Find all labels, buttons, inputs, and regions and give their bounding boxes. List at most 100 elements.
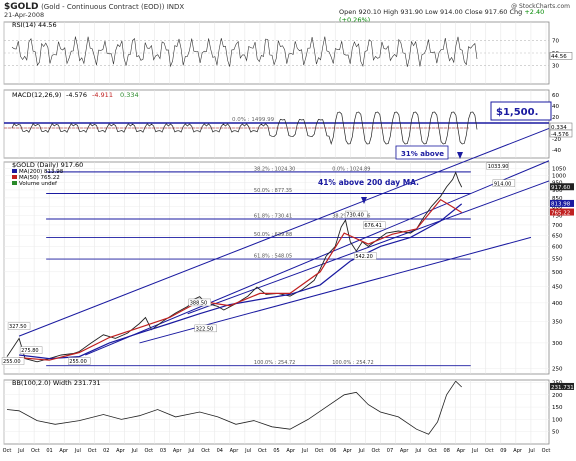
fib-label: 50.0% : 639.88 [254, 232, 292, 238]
x-axis-tick: Jul [301, 448, 308, 454]
price-label: 676.41 [364, 223, 382, 229]
close-value: 917.60 [484, 8, 508, 16]
macd-fib-label: 0.0% : 1499.99 [232, 117, 275, 123]
price-label: 255.00 [69, 359, 87, 365]
macd-value-box-text: -4.576 [551, 132, 569, 138]
low-value: 914.00 [440, 8, 463, 16]
x-axis-tick: Oct [315, 448, 324, 454]
price-label-box [492, 179, 516, 187]
x-axis-tick: Oct [428, 448, 437, 454]
bb-panel [3, 379, 550, 445]
x-axis-tick: Oct [88, 448, 97, 454]
price-label: 327.50 [9, 324, 27, 330]
x-axis-tick: 02 [103, 448, 109, 454]
x-axis-tick: Jul [17, 448, 24, 454]
x-axis-tick: Apr [286, 448, 296, 454]
price-panel-label: $GOLD (Daily) 917.60 [12, 161, 83, 169]
x-axis-tick: Oct [258, 448, 267, 454]
ma50-line [19, 198, 463, 361]
price-label: 914.00 [494, 181, 512, 187]
fib-label: 61.8% : 730.41 [254, 214, 292, 220]
x-axis-tick: Apr [513, 448, 523, 454]
arrow-down-icon [361, 197, 367, 204]
x-axis-tick: 03 [160, 448, 166, 454]
x-axis-tick: Jul [471, 448, 478, 454]
macd-axis-tick: -20 [552, 137, 561, 143]
price-label: 1033.90 [488, 164, 509, 170]
arrow-down-icon [457, 152, 463, 159]
bb-axis-tick: 200 [552, 393, 563, 399]
macd-value: -4.576 [66, 91, 87, 99]
x-axis-tick: Jul [244, 448, 251, 454]
x-axis-tick: Jul [187, 448, 194, 454]
price-label-box [345, 210, 368, 219]
price-axis-tick: 750 [552, 213, 563, 219]
x-axis-tick: 01 [46, 448, 52, 454]
x-axis-tick: 08 [444, 448, 450, 454]
price-line [6, 171, 463, 363]
x-axis-tick: Oct [145, 448, 154, 454]
price-axis-tick: 400 [552, 301, 563, 307]
macd-axis-tick: 60 [552, 93, 559, 99]
trend-channel-line [18, 127, 550, 337]
price-axis-tick: 300 [552, 341, 563, 347]
target-callout: $1,500. [496, 107, 538, 118]
price-label-box [354, 252, 377, 260]
x-axis-tick: Jul [74, 448, 81, 454]
rsi-value-box-text: 44.56 [551, 54, 567, 60]
bb-width-line [6, 380, 462, 435]
instrument-name: (Gold - Continuous Contract (EOD)) INDX [41, 3, 185, 11]
above31-box [395, 145, 449, 160]
x-axis-tick: 09 [500, 448, 506, 454]
rsi-value-box [549, 52, 573, 60]
legend-entry: Volume undef [19, 181, 58, 187]
legend-entry: MA(200) 813.98 [19, 169, 64, 175]
x-axis-tick: Apr [457, 448, 467, 454]
price-label-box [188, 298, 211, 307]
price-value-box-text: 813.98 [551, 202, 571, 208]
price-label: 388.50 [190, 300, 208, 306]
price-label: 275.80 [21, 348, 39, 354]
x-axis-tick: Oct [3, 448, 12, 454]
chg-value: +2.40 (+0.26%) [339, 8, 545, 24]
price-axis-tick: 850 [552, 196, 563, 202]
target-callout-box [490, 101, 552, 121]
price-label: 322.50 [196, 326, 214, 332]
macd-value-box-text: 0.334 [551, 125, 567, 131]
x-axis-tick: 06 [330, 448, 336, 454]
x-axis-tick: Jul [358, 448, 365, 454]
rsi-axis-tick: 70 [552, 39, 559, 45]
price-axis-tick: 1050 [552, 166, 566, 172]
rsi-label: RSI(14) 44.56 [12, 21, 57, 29]
macd-line [11, 111, 478, 146]
price-label-box [19, 346, 43, 354]
fib-label: 100.0% : 254.72 [332, 360, 373, 366]
x-axis-tick: Jul [528, 448, 535, 454]
x-axis-tick: Apr [343, 448, 353, 454]
macd-axis-tick: 40 [552, 104, 559, 110]
fib-label: 38.2% : 1024.30 [254, 166, 295, 172]
bb-axis-tick: 100 [552, 417, 563, 423]
price-axis-tick: 250 [552, 366, 563, 372]
low-label: Low [425, 8, 438, 16]
trend-channel-line [85, 160, 550, 356]
open-value: 920.10 [358, 8, 382, 16]
x-axis-tick: Apr [173, 448, 183, 454]
price-value-box-text: 917.60 [551, 185, 571, 191]
macd-signal-value: -4.911 [92, 91, 113, 99]
ma200-line [19, 203, 463, 360]
price-axis-tick: 700 [552, 223, 563, 229]
macd-label-main: MACD(12,26,9) [12, 91, 61, 99]
chg-label: Chg [509, 8, 523, 16]
price-axis-tick: 550 [552, 257, 563, 263]
price-axis-tick: 450 [552, 284, 563, 290]
x-axis-tick: Jul [414, 448, 421, 454]
fib-label: 50.0% : 877.35 [254, 188, 292, 194]
high-value: 931.90 [400, 8, 424, 16]
fib-label: 100.0% : 254.72 [254, 360, 295, 366]
x-axis-tick: Oct [371, 448, 380, 454]
legend-entry: MA(50) 765.22 [19, 175, 60, 181]
price-axis-tick: 800 [552, 204, 563, 210]
legend-swatch [12, 169, 17, 173]
